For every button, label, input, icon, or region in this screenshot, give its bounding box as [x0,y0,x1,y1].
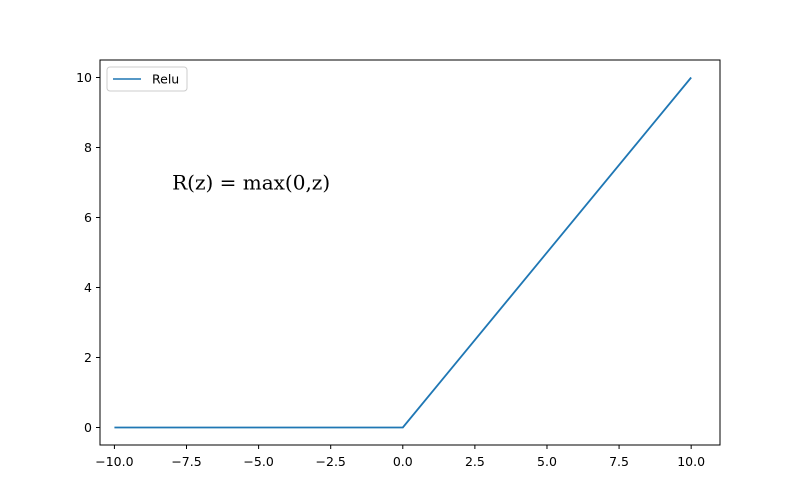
x-tick-label: −2.5 [316,454,346,469]
x-tick-label: 0.0 [393,454,413,469]
x-tick-label: 2.5 [465,454,485,469]
series-line-relu [114,76,692,429]
x-tick-label: −7.5 [171,454,201,469]
y-tick-label: 8 [84,140,92,155]
plot-area: −10.0 −7.5 −5.0 −2.5 0.0 2.5 5.0 7.5 10.0 0 2 4 6 8 10 [76,70,705,469]
y-tick-label: 0 [84,420,92,435]
legend-label-relu: Relu [152,72,179,87]
legend-box [106,66,188,92]
x-tick-label: 5.0 [537,454,557,469]
x-tick-label: −10.0 [95,454,133,469]
y-tick-label: 4 [84,280,92,295]
x-tick-label: −5.0 [243,454,273,469]
y-tick-label: 2 [84,350,92,365]
x-tick-label: 7.5 [609,454,629,469]
x-tick-label: 10.0 [677,454,705,469]
y-tick-label: 6 [84,210,92,225]
axes-frame [99,59,721,446]
relu-formula-annotation: R(z) = max(0,z) [172,171,330,195]
legend: Relu [106,66,188,92]
y-tick-label: 10 [76,70,92,85]
